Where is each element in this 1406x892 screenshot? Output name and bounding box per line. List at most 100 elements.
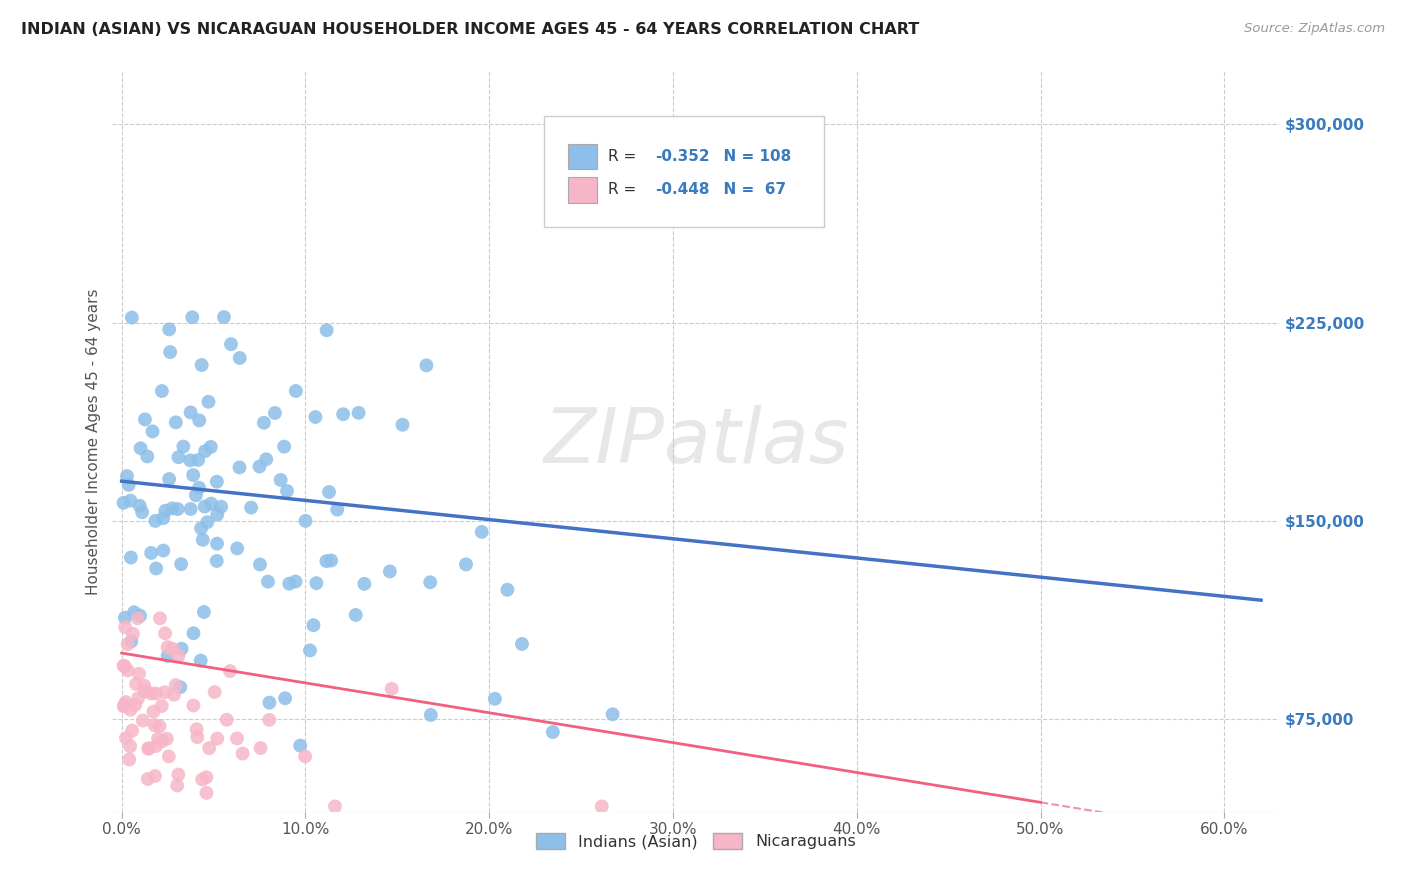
Point <box>205 554 228 568</box>
Point <box>205 536 228 550</box>
Point <box>191 772 214 787</box>
Point <box>194 500 217 514</box>
Text: INDIAN (ASIAN) VS NICARAGUAN HOUSEHOLDER INCOME AGES 45 - 64 YEARS CORRELATION C: INDIAN (ASIAN) VS NICARAGUAN HOUSEHOLDER… <box>21 22 920 37</box>
Point <box>165 416 187 430</box>
Point <box>141 546 163 560</box>
Point <box>204 685 226 699</box>
Point <box>112 699 135 714</box>
Point <box>153 685 176 699</box>
Point <box>321 553 343 567</box>
Point <box>134 412 156 426</box>
Point <box>134 679 156 693</box>
Point <box>112 698 135 713</box>
Text: ZIPatlas: ZIPatlas <box>543 405 849 478</box>
Text: N =  67: N = 67 <box>713 182 786 197</box>
Point <box>419 575 441 590</box>
Point <box>212 310 235 324</box>
Point <box>195 770 218 784</box>
Point <box>381 681 404 696</box>
Point <box>114 659 136 673</box>
Point <box>167 450 190 465</box>
Point <box>195 786 218 800</box>
Point <box>259 696 281 710</box>
Text: R =: R = <box>609 149 641 164</box>
Point <box>156 731 179 746</box>
Point <box>315 554 337 568</box>
Point <box>165 678 187 692</box>
Point <box>194 444 217 458</box>
Text: Source: ZipAtlas.com: Source: ZipAtlas.com <box>1244 22 1385 36</box>
Point <box>215 713 238 727</box>
Point <box>276 483 298 498</box>
Point <box>136 772 159 786</box>
Point <box>159 345 181 359</box>
Point <box>145 561 167 575</box>
Point <box>197 394 219 409</box>
Point <box>131 505 153 519</box>
Point <box>134 684 156 698</box>
Point <box>195 515 218 529</box>
Point <box>200 440 222 454</box>
Point <box>149 719 172 733</box>
Point <box>240 500 263 515</box>
Point <box>205 475 228 489</box>
Point <box>228 460 250 475</box>
Point <box>419 707 441 722</box>
Point <box>120 550 142 565</box>
Point <box>156 640 179 654</box>
Point <box>114 695 136 709</box>
Point <box>120 493 142 508</box>
Point <box>142 705 165 719</box>
Point <box>167 767 190 781</box>
Point <box>591 799 613 814</box>
Point <box>188 481 211 495</box>
Point <box>378 565 401 579</box>
Point <box>146 731 169 746</box>
Point <box>602 707 624 722</box>
Point <box>145 739 167 753</box>
Point <box>207 731 229 746</box>
Point <box>347 406 370 420</box>
Point <box>188 413 211 427</box>
Point <box>169 680 191 694</box>
Point <box>323 799 346 814</box>
Point <box>510 637 533 651</box>
Point <box>157 322 180 336</box>
Point <box>264 406 287 420</box>
Point <box>326 502 349 516</box>
Point <box>209 500 232 514</box>
Point <box>249 459 271 474</box>
Point <box>128 499 150 513</box>
Point <box>170 641 193 656</box>
Point <box>120 703 142 717</box>
Point <box>191 533 214 547</box>
Text: R =: R = <box>609 182 641 197</box>
Point <box>226 541 249 556</box>
Point <box>471 524 494 539</box>
Point <box>207 508 229 522</box>
Point <box>187 453 209 467</box>
Point <box>496 582 519 597</box>
Point <box>257 574 280 589</box>
Point <box>152 543 174 558</box>
Point <box>294 749 316 764</box>
Point <box>162 641 184 656</box>
Point <box>122 605 145 619</box>
Point <box>193 605 215 619</box>
Point <box>122 627 145 641</box>
Point <box>284 574 307 589</box>
Point <box>172 440 194 454</box>
Point <box>153 626 176 640</box>
Point <box>149 611 172 625</box>
Point <box>179 453 201 467</box>
Point <box>318 485 340 500</box>
Point <box>127 691 149 706</box>
Point <box>141 425 163 439</box>
Point <box>190 358 212 372</box>
Point <box>170 557 193 571</box>
Point <box>163 688 186 702</box>
Point <box>127 611 149 625</box>
Point <box>150 698 173 713</box>
Point <box>249 558 271 572</box>
Point <box>226 731 249 746</box>
